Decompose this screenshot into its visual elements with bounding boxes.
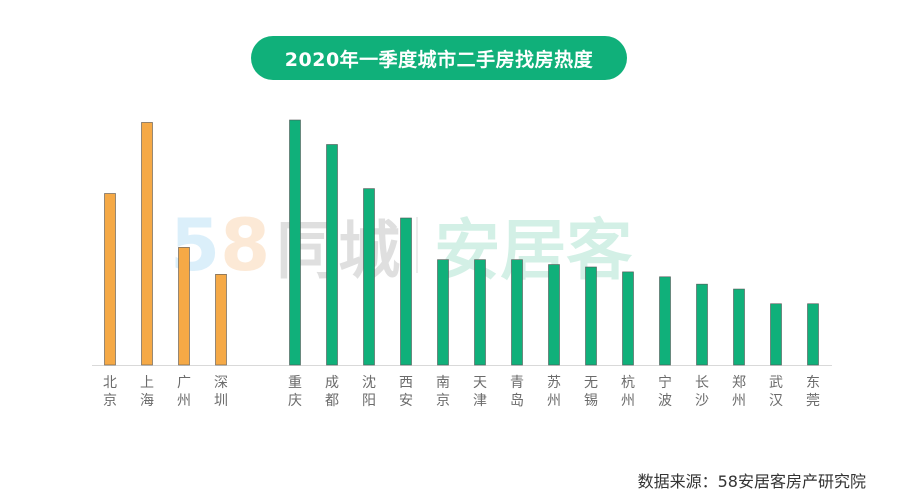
x-tick-label: 无锡 xyxy=(584,375,598,409)
x-tick-label: 成都 xyxy=(325,375,339,409)
bar-5 xyxy=(289,119,301,366)
x-tick-label: 青岛 xyxy=(510,375,524,409)
bar-8 xyxy=(400,217,412,366)
bar-16 xyxy=(696,283,708,366)
bar-13 xyxy=(585,266,597,366)
bar-10 xyxy=(474,259,486,366)
x-tick-label: 深圳 xyxy=(214,375,228,409)
x-tick-label: 广州 xyxy=(177,375,191,409)
bar-1 xyxy=(104,193,116,366)
bar-6 xyxy=(326,144,338,366)
x-tick-label: 重庆 xyxy=(288,375,302,409)
x-tick-label: 沈阳 xyxy=(362,375,376,409)
x-tick-label: 郑州 xyxy=(732,375,746,409)
bar-15 xyxy=(659,276,671,366)
x-tick-label: 东莞 xyxy=(806,375,820,409)
data-source: 数据来源：58安居客房产研究院 xyxy=(637,472,866,491)
x-tick-label: 北京 xyxy=(103,375,117,409)
x-tick-label: 杭州 xyxy=(621,375,635,409)
x-tick-label: 武汉 xyxy=(769,375,783,409)
x-tick-label: 上海 xyxy=(140,375,154,409)
x-tick-label: 长沙 xyxy=(695,375,709,409)
x-tick-label: 宁波 xyxy=(658,374,672,409)
x-tick-label: 南京 xyxy=(436,375,450,409)
bar-19 xyxy=(807,303,819,366)
x-tick-label: 天津 xyxy=(473,375,487,409)
bar-12 xyxy=(548,264,560,366)
bar-7 xyxy=(363,188,375,366)
bar-9 xyxy=(437,259,449,366)
bar-3 xyxy=(178,247,190,366)
chart-title: 2020年一季度城市二手房找房热度 xyxy=(251,36,627,80)
x-tick-label: 苏州 xyxy=(547,375,561,409)
bar-14 xyxy=(622,271,634,366)
bar-4 xyxy=(215,274,227,366)
bar-18 xyxy=(770,303,782,366)
bar-17 xyxy=(733,288,745,366)
x-tick-label: 西安 xyxy=(399,375,413,409)
bar-11 xyxy=(511,259,523,366)
bar-2 xyxy=(141,122,153,366)
